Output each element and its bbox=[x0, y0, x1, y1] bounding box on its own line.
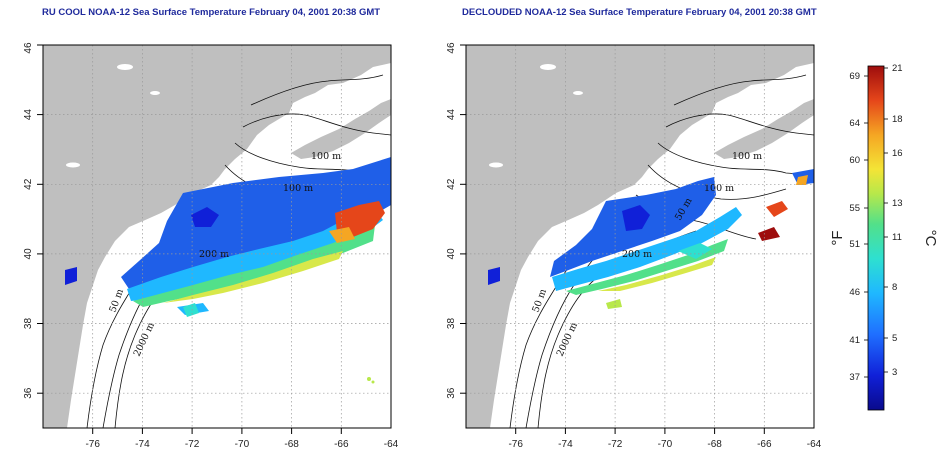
right-map-panel: 100 m 100 m 50 m 200 m 50 m 2000 m bbox=[446, 42, 822, 450]
lat-tick-label: 44 bbox=[23, 109, 34, 121]
lon-tick-label: -76 bbox=[508, 439, 523, 450]
contour-label: 100 m bbox=[732, 151, 762, 162]
celsius-tick-label: 5 bbox=[892, 333, 897, 344]
lat-tick-label: 36 bbox=[446, 387, 457, 399]
left-map-panel: 100 m 100 m 200 m 50 m 2000 m bbox=[23, 42, 399, 450]
celsius-tick-label: 21 bbox=[892, 63, 903, 74]
lon-tick-label: -74 bbox=[558, 439, 573, 450]
lon-tick-label: -66 bbox=[757, 439, 772, 450]
lake bbox=[66, 162, 80, 168]
contour-label: 100 m bbox=[311, 151, 341, 162]
celsius-tick-label: 18 bbox=[892, 114, 903, 125]
lat-tick-label: 42 bbox=[23, 178, 34, 190]
fahrenheit-tick-label: 51 bbox=[849, 239, 860, 250]
land-mass bbox=[43, 45, 391, 428]
colorbar-gradient bbox=[867, 65, 885, 411]
fahrenheit-tick-label: 64 bbox=[849, 118, 860, 129]
contour-label: 100 m bbox=[283, 183, 313, 194]
lat-tick-label: 46 bbox=[23, 42, 34, 54]
lat-tick-label: 36 bbox=[23, 387, 34, 399]
left-map-svg: 100 m 100 m 200 m 50 m 2000 m bbox=[23, 42, 399, 450]
fahrenheit-tick-label: 37 bbox=[849, 372, 860, 383]
fahrenheit-tick-label: 60 bbox=[849, 155, 860, 166]
celsius-tick-label: 16 bbox=[892, 148, 903, 159]
lake bbox=[540, 64, 556, 70]
celsius-tick-label: 8 bbox=[892, 282, 897, 293]
lake bbox=[117, 64, 133, 70]
right-map-title: DECLOUDED NOAA-12 Sea Surface Temperatur… bbox=[462, 7, 817, 18]
lon-tick-label: -76 bbox=[85, 439, 100, 450]
lon-tick-label: -68 bbox=[707, 439, 722, 450]
celsius-tick-label: 3 bbox=[892, 367, 897, 378]
temperature-colorbar: 69 64 60 55 51 46 41 37 21 18 16 13 11 8… bbox=[822, 60, 942, 420]
map-frame bbox=[465, 44, 815, 429]
lat-tick-label: 38 bbox=[23, 318, 34, 330]
contour-label: 100 m bbox=[704, 183, 734, 194]
lon-tick-label: -72 bbox=[608, 439, 623, 450]
colorbar-svg: 69 64 60 55 51 46 41 37 21 18 16 13 11 8… bbox=[829, 63, 939, 411]
fahrenheit-unit-label: °F bbox=[829, 230, 846, 245]
lat-tick-label: 38 bbox=[446, 318, 457, 330]
lat-tick-label: 40 bbox=[446, 248, 457, 260]
colorbar-ticks bbox=[864, 67, 888, 378]
lon-tick-label: -64 bbox=[807, 439, 822, 450]
fahrenheit-tick-label: 55 bbox=[849, 203, 860, 214]
contour-label: 200 m bbox=[199, 249, 229, 260]
celsius-tick-label: 11 bbox=[892, 232, 902, 243]
celsius-unit-label: °C bbox=[922, 230, 939, 247]
land-mass bbox=[466, 45, 814, 428]
lon-tick-label: -74 bbox=[135, 439, 150, 450]
lon-tick-label: -66 bbox=[334, 439, 349, 450]
map-frame bbox=[42, 44, 392, 429]
lake bbox=[150, 91, 160, 95]
fahrenheit-tick-label: 41 bbox=[849, 335, 860, 346]
sst-swath bbox=[488, 169, 814, 309]
lake bbox=[573, 91, 583, 95]
lat-tick-label: 44 bbox=[446, 109, 457, 121]
lon-tick-label: -68 bbox=[284, 439, 299, 450]
axis-ticks bbox=[460, 44, 765, 434]
lake bbox=[489, 162, 503, 168]
fahrenheit-tick-label: 69 bbox=[849, 71, 860, 82]
lon-tick-label: -64 bbox=[384, 439, 399, 450]
lat-tick-label: 46 bbox=[446, 42, 457, 54]
lat-tick-label: 40 bbox=[23, 248, 34, 260]
axis-ticks bbox=[37, 44, 342, 434]
lon-tick-label: -70 bbox=[658, 439, 673, 450]
celsius-tick-label: 13 bbox=[892, 198, 903, 209]
contour-label: 200 m bbox=[622, 249, 652, 260]
left-map-title: RU COOL NOAA-12 Sea Surface Temperature … bbox=[42, 7, 381, 18]
lat-tick-label: 42 bbox=[446, 178, 457, 190]
right-map-svg: 100 m 100 m 50 m 200 m 50 m 2000 m bbox=[446, 42, 822, 450]
fahrenheit-tick-label: 46 bbox=[849, 287, 860, 298]
lon-tick-label: -72 bbox=[185, 439, 200, 450]
lon-tick-label: -70 bbox=[235, 439, 250, 450]
